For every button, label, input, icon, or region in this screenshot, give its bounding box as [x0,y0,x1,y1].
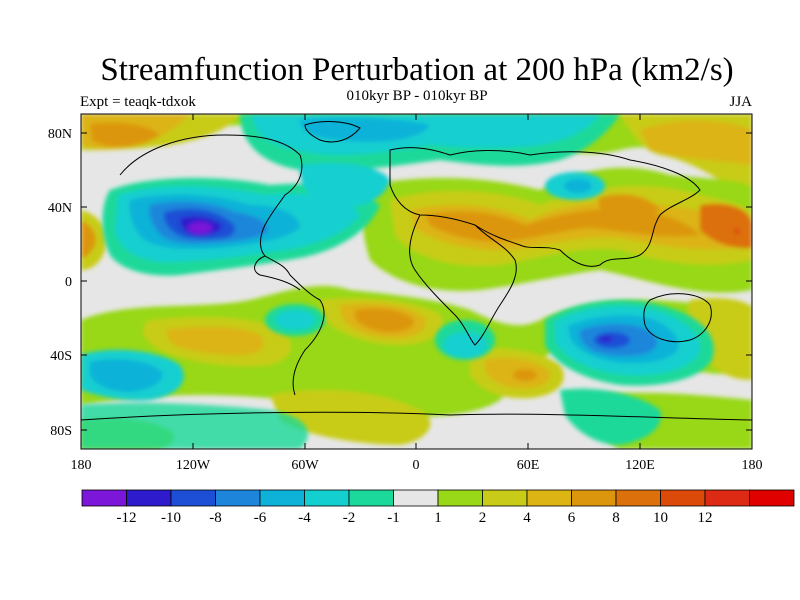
lon-label: 120W [176,458,211,473]
colorbar-label: 12 [698,510,713,526]
colorbar-swatch [81,489,127,507]
lon-label: 180 [742,458,763,473]
colorbar-label: 6 [568,510,576,526]
colorbar-swatch [437,489,483,507]
lat-label: 0 [65,275,72,290]
lat-label: 80N [48,127,72,142]
colorbar-swatch [482,489,528,507]
colorbar-label: 8 [612,510,620,526]
colorbar-label: -2 [343,510,356,526]
lon-label: 120E [625,458,655,473]
colorbar-swatch [259,489,305,507]
lon-labels: 180 120W 60W 0 60E 120E 180 [71,458,763,473]
experiment-label: Expt = teaqk-tdxok [80,94,196,110]
colorbar-swatch [348,489,394,507]
colorbar-swatch [571,489,617,507]
lat-label: 40S [50,349,72,364]
season-label: JJA [729,94,752,110]
lat-labels: 80N 40N 0 40S 80S [48,127,72,439]
colorbar-label: -10 [161,510,181,526]
colorbar-swatch [749,489,795,507]
colorbar-swatch [660,489,706,507]
colorbar-swatch [304,489,350,507]
colorbar-label: 10 [653,510,668,526]
lon-label: 0 [413,458,420,473]
coastlines [81,121,752,421]
lat-label: 80S [50,424,72,439]
lon-label: 60W [291,458,319,473]
lon-label: 180 [71,458,92,473]
colorbar-label: -4 [298,510,311,526]
colorbar-label: 4 [523,510,531,526]
lat-label: 40N [48,201,72,216]
colorbar [81,489,795,507]
colorbar-swatch [704,489,750,507]
colorbar-label: 2 [479,510,487,526]
contour-field [81,114,752,449]
lon-tick-marks [80,114,753,449]
colorbar-label: -1 [387,510,400,526]
lon-label: 60E [517,458,540,473]
colorbar-swatch [126,489,172,507]
colorbar-label: -6 [254,510,267,526]
map-subtitle: 010kyr BP - 010kyr BP [346,88,488,104]
colorbar-label: -12 [117,510,137,526]
colorbar-swatch [215,489,261,507]
colorbar-swatch [393,489,439,507]
colorbar-label: -8 [209,510,222,526]
colorbar-swatch [615,489,661,507]
map-title: Streamfunction Perturbation at 200 hPa (… [100,52,734,88]
lat-tick-marks [81,132,752,431]
colorbar-label: 1 [434,510,442,526]
colorbar-swatch [170,489,216,507]
colorbar-swatch [526,489,572,507]
colorbar-labels: -12 -10 -8 -6 -4 -2 -1 1 2 4 6 8 10 12 [117,510,713,526]
